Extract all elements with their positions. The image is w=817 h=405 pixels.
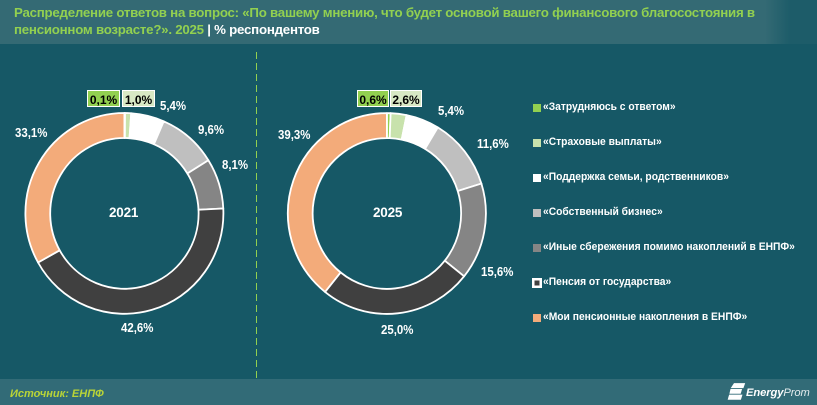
svg-text:EnergyProm: EnergyProm bbox=[746, 387, 810, 399]
